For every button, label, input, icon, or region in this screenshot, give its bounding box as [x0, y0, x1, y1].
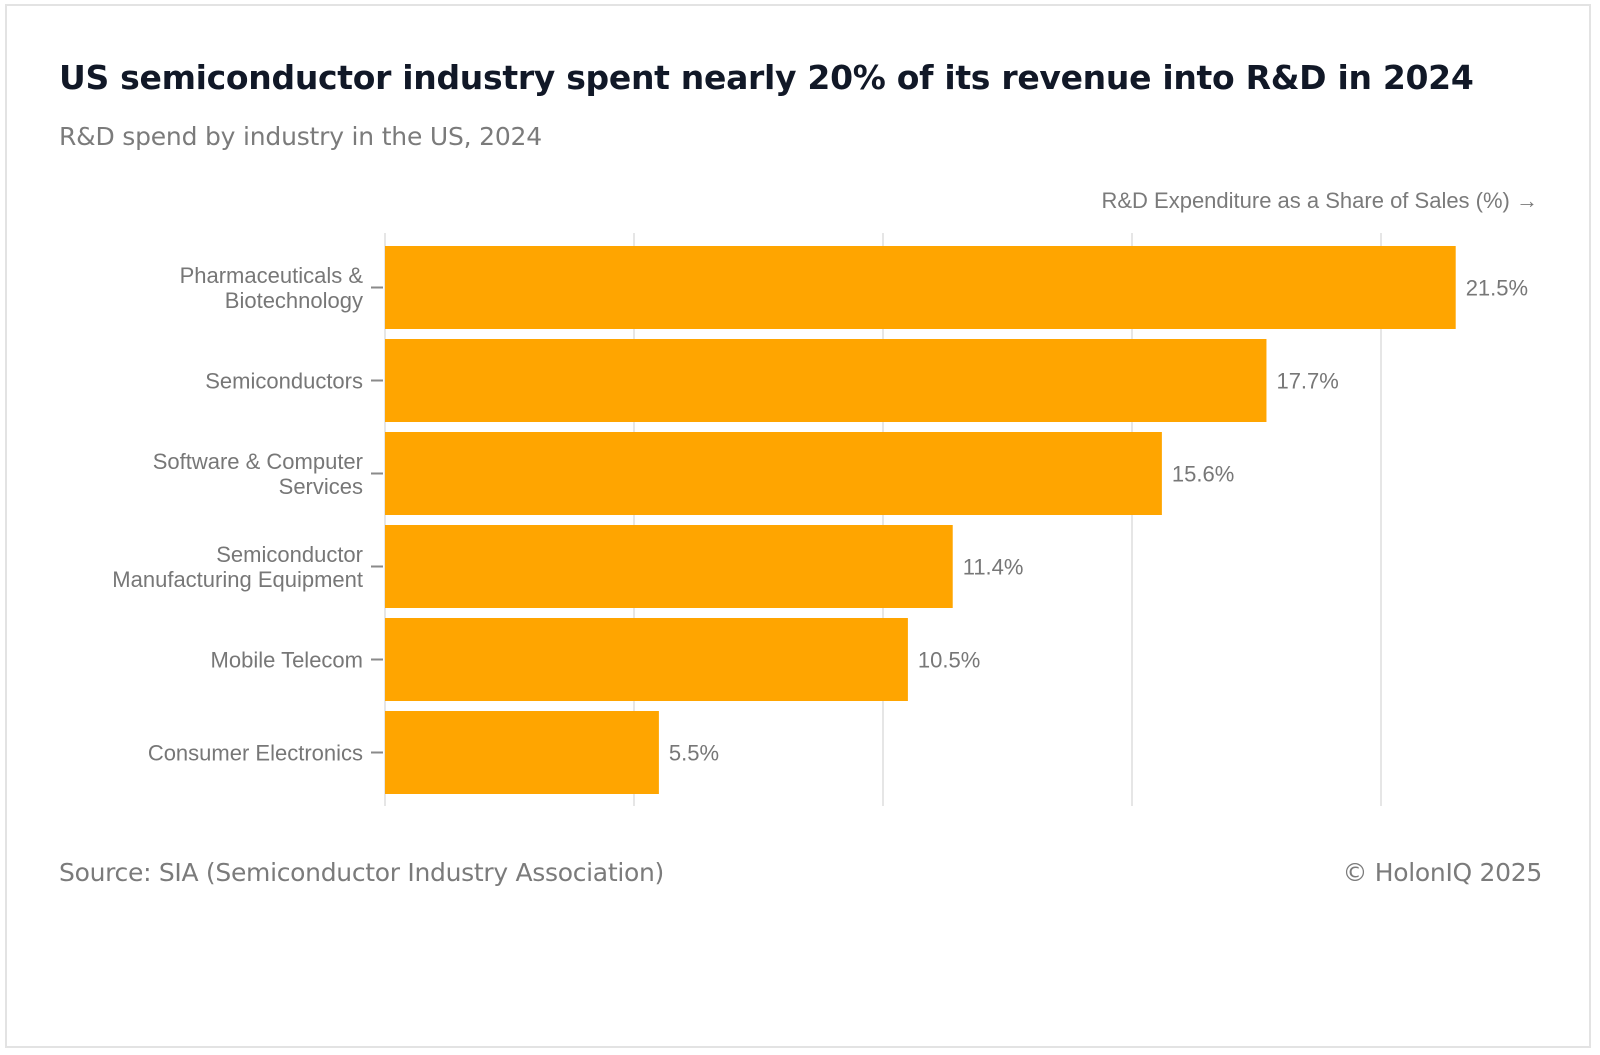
value-label: 11.4%	[963, 555, 1024, 580]
category-label: Pharmaceuticals & Biotechnology	[180, 263, 364, 313]
bars	[385, 246, 1456, 794]
category-label-line: Semiconductors	[205, 369, 363, 394]
category-labels: Pharmaceuticals & Biotechnology Semiconduc…	[112, 263, 383, 766]
bar	[385, 432, 1162, 515]
value-labels: 21.5% 17.7% 15.6% 11.4% 10.5% 5.5%	[669, 276, 1528, 766]
category-label: Software & Computer Services	[153, 449, 363, 499]
category-label-line: Pharmaceuticals &	[180, 263, 364, 288]
value-label: 10.5%	[918, 648, 980, 673]
category-label-line: Services	[279, 474, 363, 499]
value-label: 15.6%	[1172, 462, 1234, 487]
category-label: Consumer Electronics	[148, 741, 363, 766]
category-label-line: Manufacturing Equipment	[112, 567, 363, 592]
category-label: Semiconductors	[205, 369, 363, 394]
chart-subtitle: R&D spend by industry in the US, 2024	[59, 122, 542, 151]
bar	[385, 618, 908, 701]
category-label-line: Semiconductor	[216, 542, 363, 567]
value-label: 17.7%	[1276, 369, 1338, 394]
x-axis-title: R&D Expenditure as a Share of Sales (%) …	[1101, 188, 1538, 213]
source-note: Source: SIA (Semiconductor Industry Asso…	[59, 858, 664, 887]
copyright-note: © HolonIQ 2025	[1342, 858, 1542, 887]
category-label-line: Consumer Electronics	[148, 741, 363, 766]
bar	[385, 339, 1267, 422]
value-label: 21.5%	[1466, 276, 1528, 301]
category-label: Semiconductor Manufacturing Equipment	[112, 542, 363, 592]
category-label-line: Biotechnology	[225, 288, 363, 313]
value-label: 5.5%	[669, 741, 719, 766]
bar	[385, 246, 1456, 329]
bar	[385, 711, 659, 794]
category-label-line: Mobile Telecom	[211, 648, 363, 673]
category-label-line: Software & Computer	[153, 449, 363, 474]
category-label: Mobile Telecom	[211, 648, 363, 673]
chart-title: US semiconductor industry spent nearly 2…	[59, 58, 1474, 97]
bar	[385, 525, 953, 608]
